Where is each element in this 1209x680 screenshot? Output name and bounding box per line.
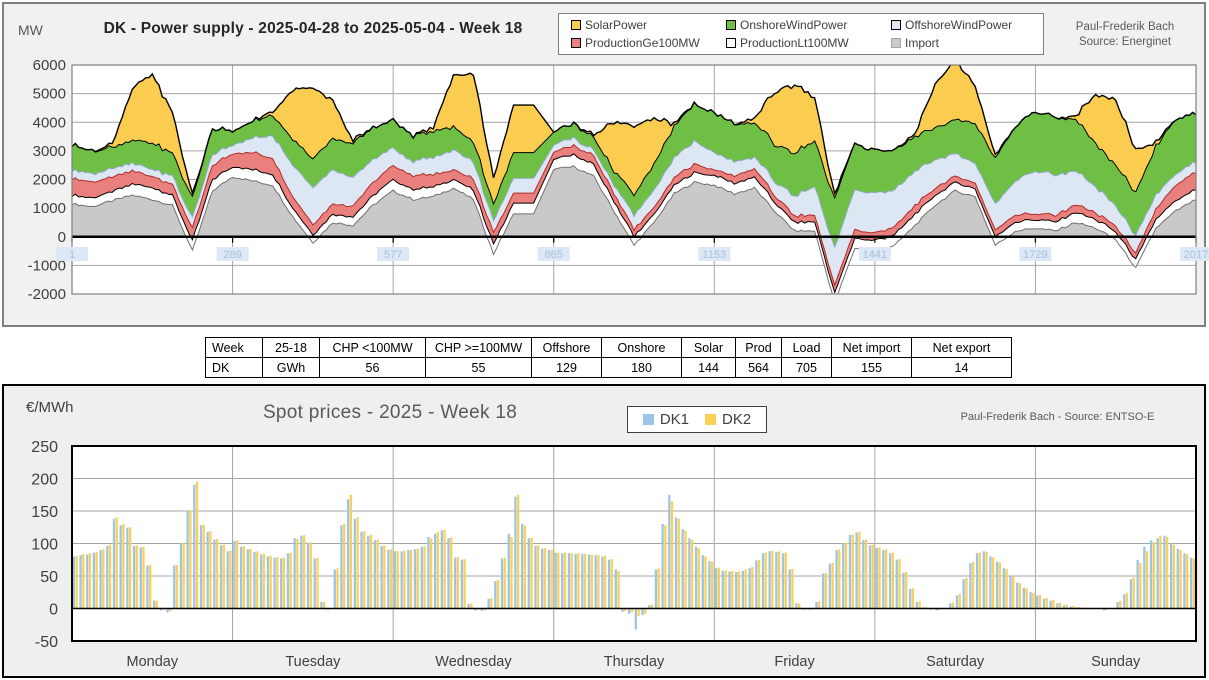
table-cell: 705 <box>781 357 832 378</box>
table-cell: 155 <box>831 357 912 378</box>
legend-item-productionlt100mw: ProductionLt100MW <box>726 36 891 50</box>
table-cell: 25-18 <box>262 337 320 358</box>
legend-label: Import <box>905 36 940 50</box>
svg-text:3000: 3000 <box>33 143 66 160</box>
legend-label: OnshoreWindPower <box>740 18 848 32</box>
svg-text:-50: -50 <box>35 634 58 651</box>
svg-text:0: 0 <box>58 229 66 246</box>
power-supply-chart: 6000 5000 4000 3000 2000 1000 0 -1000 -2000 1 289 5… <box>28 57 1209 303</box>
table-cell: Week <box>205 337 263 358</box>
legend-item-dk1: DK1 <box>642 411 689 428</box>
svg-text:Monday: Monday <box>126 654 178 670</box>
svg-text:250: 250 <box>31 439 58 456</box>
table-row: DK GWh 56 55 129 180 144 564 705 155 14 <box>205 357 1012 378</box>
table-cell: Prod <box>735 337 782 358</box>
svg-text:-2000: -2000 <box>28 286 66 303</box>
legend-swatch-productionge100mw <box>571 38 581 48</box>
table-cell: 56 <box>319 357 426 378</box>
legend-item-dk2: DK2 <box>705 411 751 428</box>
table-cell: Onshore <box>601 337 682 358</box>
svg-text:1153: 1153 <box>702 249 726 261</box>
table-cell: Offshore <box>531 337 602 358</box>
table-cell: Load <box>781 337 832 358</box>
mw-axis-label: MW <box>18 22 43 38</box>
table-cell: 14 <box>911 357 1012 378</box>
svg-text:2000: 2000 <box>33 172 66 189</box>
spot-prices-chart: 250 200 150 100 50 0 -50 Monday Tuesday Wednesday… <box>31 439 1197 670</box>
svg-text:1729: 1729 <box>1023 249 1047 261</box>
svg-text:0: 0 <box>49 602 58 619</box>
svg-text:Thursday: Thursday <box>604 654 665 670</box>
table-header-row: Week 25-18 CHP <100MW CHP >=100MW Offshore On… <box>205 337 1012 358</box>
legend-label: OffshoreWindPower <box>905 18 1013 32</box>
svg-text:5000: 5000 <box>33 86 66 103</box>
svg-text:1441: 1441 <box>863 249 887 261</box>
table-cell: GWh <box>262 357 320 378</box>
legend-swatch-dk1 <box>642 414 654 425</box>
top-attribution-author: Paul-Frederik Bach <box>1075 21 1175 33</box>
svg-text:577: 577 <box>384 249 402 261</box>
weekly-summary-table: Week 25-18 CHP <100MW CHP >=100MW Offshore On… <box>205 337 1012 378</box>
legend-swatch-dk2 <box>705 414 716 425</box>
svg-text:1: 1 <box>69 249 75 261</box>
legend-swatch-offshorewindpower <box>891 20 901 30</box>
svg-text:200: 200 <box>31 472 58 489</box>
svg-text:100: 100 <box>31 537 58 554</box>
top-attribution: Paul-Frederik Bach Source: Energinet <box>1050 20 1200 50</box>
table-cell: Solar <box>681 337 736 358</box>
table-cell: 180 <box>601 357 682 378</box>
legend-label: DK2 <box>722 411 752 428</box>
svg-text:865: 865 <box>545 249 563 261</box>
svg-text:1000: 1000 <box>33 200 66 217</box>
legend-item-onshorewindpower: OnshoreWindPower <box>726 18 891 32</box>
svg-text:Wednesday: Wednesday <box>435 654 512 670</box>
legend-swatch-onshorewindpower <box>726 20 736 30</box>
svg-text:Sunday: Sunday <box>1091 654 1141 670</box>
svg-text:289: 289 <box>223 249 241 261</box>
legend-item-productionge100mw: ProductionGe100MW <box>571 36 726 50</box>
svg-text:Friday: Friday <box>774 654 815 670</box>
table-cell: CHP <100MW <box>319 337 426 358</box>
svg-text:150: 150 <box>31 504 58 521</box>
legend-label: ProductionGe100MW <box>585 36 700 50</box>
svg-text:Saturday: Saturday <box>926 654 985 670</box>
eur-mwh-axis-label: €/MWh <box>26 399 74 416</box>
svg-text:6000: 6000 <box>33 57 66 74</box>
table-cell: 129 <box>531 357 602 378</box>
legend-label: SolarPower <box>585 18 648 32</box>
power-supply-title: DK - Power supply - 2025-04-28 to 2025-0… <box>103 20 523 37</box>
legend-item-solarpower: SolarPower <box>571 18 726 32</box>
svg-text:Tuesday: Tuesday <box>285 654 341 670</box>
svg-text:50: 50 <box>40 569 58 586</box>
table-cell: Net export <box>911 337 1012 358</box>
svg-text:2017: 2017 <box>1184 249 1208 261</box>
legend-swatch-import <box>891 38 901 48</box>
power-supply-legend: SolarPower OnshoreWindPower OffshoreWindPo… <box>558 13 1044 55</box>
legend-label: ProductionLt100MW <box>740 36 849 50</box>
top-attribution-source: Source: Energinet <box>1078 36 1172 48</box>
svg-text:-1000: -1000 <box>28 257 66 274</box>
legend-label: DK1 <box>659 411 689 428</box>
spot-prices-title: Spot prices - 2025 - Week 18 <box>262 402 518 423</box>
svg-text:4000: 4000 <box>33 114 66 131</box>
bottom-attribution: Paul-Frederik Bach - Source: ENTSO-E <box>960 411 1155 423</box>
spot-prices-legend: DK1 DK2 <box>627 406 767 433</box>
table-cell: Net import <box>831 337 912 358</box>
table-cell: CHP >=100MW <box>425 337 532 358</box>
legend-item-import: Import <box>891 36 1041 50</box>
table-cell: 144 <box>681 357 736 378</box>
legend-swatch-productionlt100mw <box>726 38 736 48</box>
legend-item-offshorewindpower: OffshoreWindPower <box>891 18 1041 32</box>
table-cell: 564 <box>735 357 782 378</box>
table-cell: DK <box>205 357 263 378</box>
legend-swatch-solarpower <box>571 20 581 30</box>
table-cell: 55 <box>425 357 532 378</box>
